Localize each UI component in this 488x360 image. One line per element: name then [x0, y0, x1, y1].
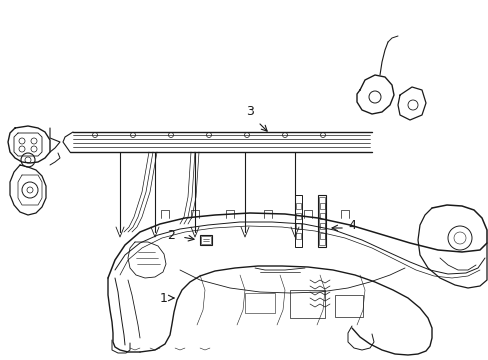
Bar: [200, 235, 212, 245]
Bar: [319, 223, 324, 229]
Bar: [289, 290, 325, 318]
Bar: [334, 295, 362, 317]
Bar: [319, 233, 324, 239]
Bar: [319, 213, 324, 219]
Bar: [201, 236, 210, 244]
Bar: [295, 223, 301, 229]
Bar: [319, 203, 324, 209]
Bar: [295, 203, 301, 209]
Bar: [244, 293, 274, 313]
Bar: [317, 195, 325, 247]
Text: 4: 4: [347, 219, 355, 231]
Bar: [294, 195, 302, 247]
Bar: [295, 233, 301, 239]
Bar: [295, 213, 301, 219]
Text: 3: 3: [245, 105, 253, 118]
Bar: [318, 197, 325, 245]
Text: 2: 2: [167, 229, 175, 242]
Text: 1: 1: [160, 292, 168, 305]
